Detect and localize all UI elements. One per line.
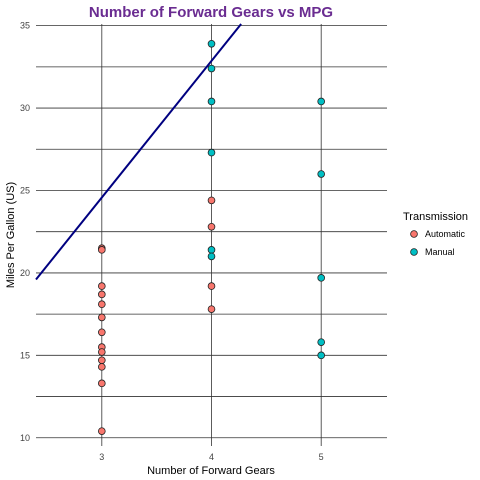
legend-key-manual	[410, 248, 418, 256]
data-point-automatic	[98, 356, 106, 365]
x-axis-title: Number of Forward Gears	[147, 465, 275, 477]
legend-key-automatic	[410, 230, 418, 238]
data-point-manual	[207, 252, 216, 261]
data-point-automatic	[207, 222, 216, 231]
data-point-manual	[207, 246, 216, 254]
trend-line	[35, 23, 242, 281]
x-tick-label: 3	[99, 452, 104, 462]
data-point-automatic	[207, 196, 216, 205]
legend-title: Transmission	[403, 211, 468, 223]
y-tick-labels: 10 15 20 25 30 35	[20, 21, 30, 443]
data-point-automatic	[207, 282, 216, 290]
data-point-automatic	[98, 328, 106, 337]
data-point-automatic	[98, 348, 106, 356]
data-point-manual	[317, 170, 325, 178]
y-tick-label: 25	[20, 185, 30, 195]
data-point-manual	[207, 97, 216, 106]
x-tick-label: 4	[209, 452, 214, 462]
data-point-manual	[207, 148, 216, 157]
data-point-manual	[207, 39, 216, 48]
data-point-automatic	[98, 246, 106, 254]
x-tick-labels: 3 4 5	[99, 452, 323, 462]
trend-line-layer	[35, 23, 242, 281]
y-tick-label: 30	[20, 103, 30, 113]
x-gridlines	[101, 24, 322, 446]
y-tick-label: 35	[20, 21, 30, 31]
legend-label-manual: Manual	[425, 247, 455, 257]
data-point-automatic	[98, 300, 106, 309]
data-point-automatic	[98, 313, 106, 322]
y-axis-title: Miles Per Gallon (US)	[5, 182, 17, 288]
y-tick-label: 10	[20, 433, 30, 443]
data-point-automatic	[98, 290, 106, 299]
data-point-manual	[317, 97, 325, 106]
data-point-manual	[317, 351, 325, 360]
chart-title: Number of Forward Gears vs MPG	[89, 4, 333, 21]
data-points	[98, 39, 325, 435]
x-tick-label: 5	[319, 452, 324, 462]
data-point-automatic	[98, 282, 106, 290]
data-point-manual	[317, 274, 325, 282]
data-point-automatic	[207, 305, 216, 313]
y-tick-label: 15	[20, 350, 30, 360]
data-point-automatic	[98, 363, 106, 371]
y-tick-label: 20	[20, 268, 30, 278]
data-point-manual	[207, 64, 216, 73]
data-point-automatic	[98, 427, 106, 435]
legend-label-automatic: Automatic	[425, 229, 466, 239]
data-point-manual	[317, 338, 325, 346]
data-point-automatic	[98, 379, 106, 388]
legend: Transmission Automatic Manual	[403, 211, 468, 257]
